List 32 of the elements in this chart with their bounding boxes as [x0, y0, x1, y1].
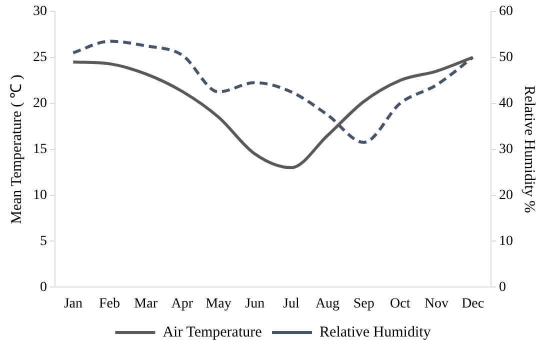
x-tick-label: Apr	[171, 296, 194, 312]
y-tick-label: 30	[33, 4, 47, 20]
y2-tick-label: 20	[499, 188, 513, 203]
y-tick-label: 15	[33, 142, 47, 157]
y2-tick-label: 0	[499, 280, 506, 295]
x-tick-label: Mar	[134, 296, 158, 312]
x-tick-label: Jun	[245, 296, 265, 312]
x-tick-label: Sep	[353, 296, 374, 312]
y2-axis-title: Relative Humidity %	[521, 86, 538, 214]
line-series	[72, 40, 474, 144]
x-tick-label: Jan	[64, 296, 83, 312]
y-tick-label: 25	[33, 50, 47, 66]
y2-tick-label: 40	[499, 96, 513, 112]
y2-tick-label: 30	[499, 142, 513, 157]
legend-label: Relative Humidity	[320, 324, 432, 340]
y-tick-label: 10	[33, 188, 47, 203]
y-tick-label: 5	[40, 234, 47, 249]
x-tick-label: Aug	[315, 296, 340, 312]
x-tick-label: Feb	[99, 296, 120, 312]
y2-tick-label: 50	[499, 50, 513, 66]
legend-label: Air Temperature	[162, 324, 262, 340]
x-tick-label: Dec	[462, 296, 484, 312]
line-series	[72, 56, 474, 170]
y-tick-label: 0	[40, 280, 47, 295]
x-tick-label: Oct	[390, 296, 410, 312]
x-tick-label: Nov	[424, 296, 449, 312]
y2-tick-label: 60	[499, 4, 513, 20]
x-tick-label: Jul	[282, 296, 300, 312]
x-tick-label: May	[206, 296, 232, 312]
y-tick-label: 20	[33, 96, 47, 112]
y2-tick-label: 10	[499, 234, 513, 249]
y-axis-title: Mean Temperature ( ℃ )	[8, 74, 25, 224]
